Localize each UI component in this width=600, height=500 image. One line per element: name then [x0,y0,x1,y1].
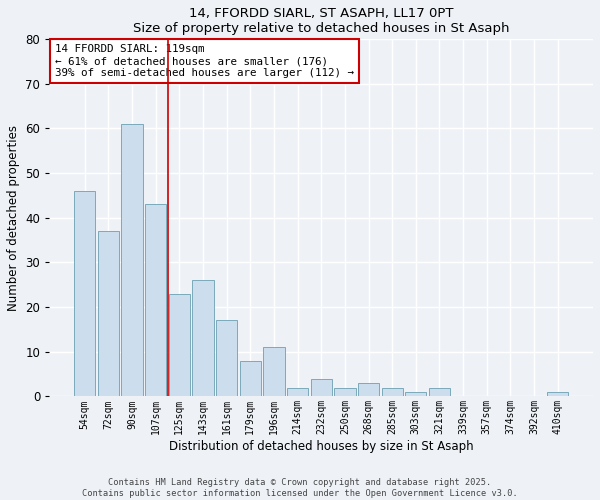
Bar [216,320,237,396]
Bar [287,388,308,396]
Bar [98,231,119,396]
Bar [358,383,379,396]
Bar [429,388,450,396]
Bar [239,360,261,396]
Bar [121,124,143,396]
Bar [382,388,403,396]
Bar [74,191,95,396]
Y-axis label: Number of detached properties: Number of detached properties [7,124,20,310]
Text: Contains HM Land Registry data © Crown copyright and database right 2025.
Contai: Contains HM Land Registry data © Crown c… [82,478,518,498]
Bar [405,392,427,396]
Bar [169,294,190,397]
Bar [311,378,332,396]
X-axis label: Distribution of detached houses by size in St Asaph: Distribution of detached houses by size … [169,440,473,453]
Bar [547,392,568,396]
Bar [193,280,214,396]
Bar [263,348,284,397]
Bar [145,204,166,396]
Text: 14 FFORDD SIARL: 119sqm
← 61% of detached houses are smaller (176)
39% of semi-d: 14 FFORDD SIARL: 119sqm ← 61% of detache… [55,44,354,78]
Title: 14, FFORDD SIARL, ST ASAPH, LL17 0PT
Size of property relative to detached house: 14, FFORDD SIARL, ST ASAPH, LL17 0PT Siz… [133,7,509,35]
Bar [334,388,356,396]
